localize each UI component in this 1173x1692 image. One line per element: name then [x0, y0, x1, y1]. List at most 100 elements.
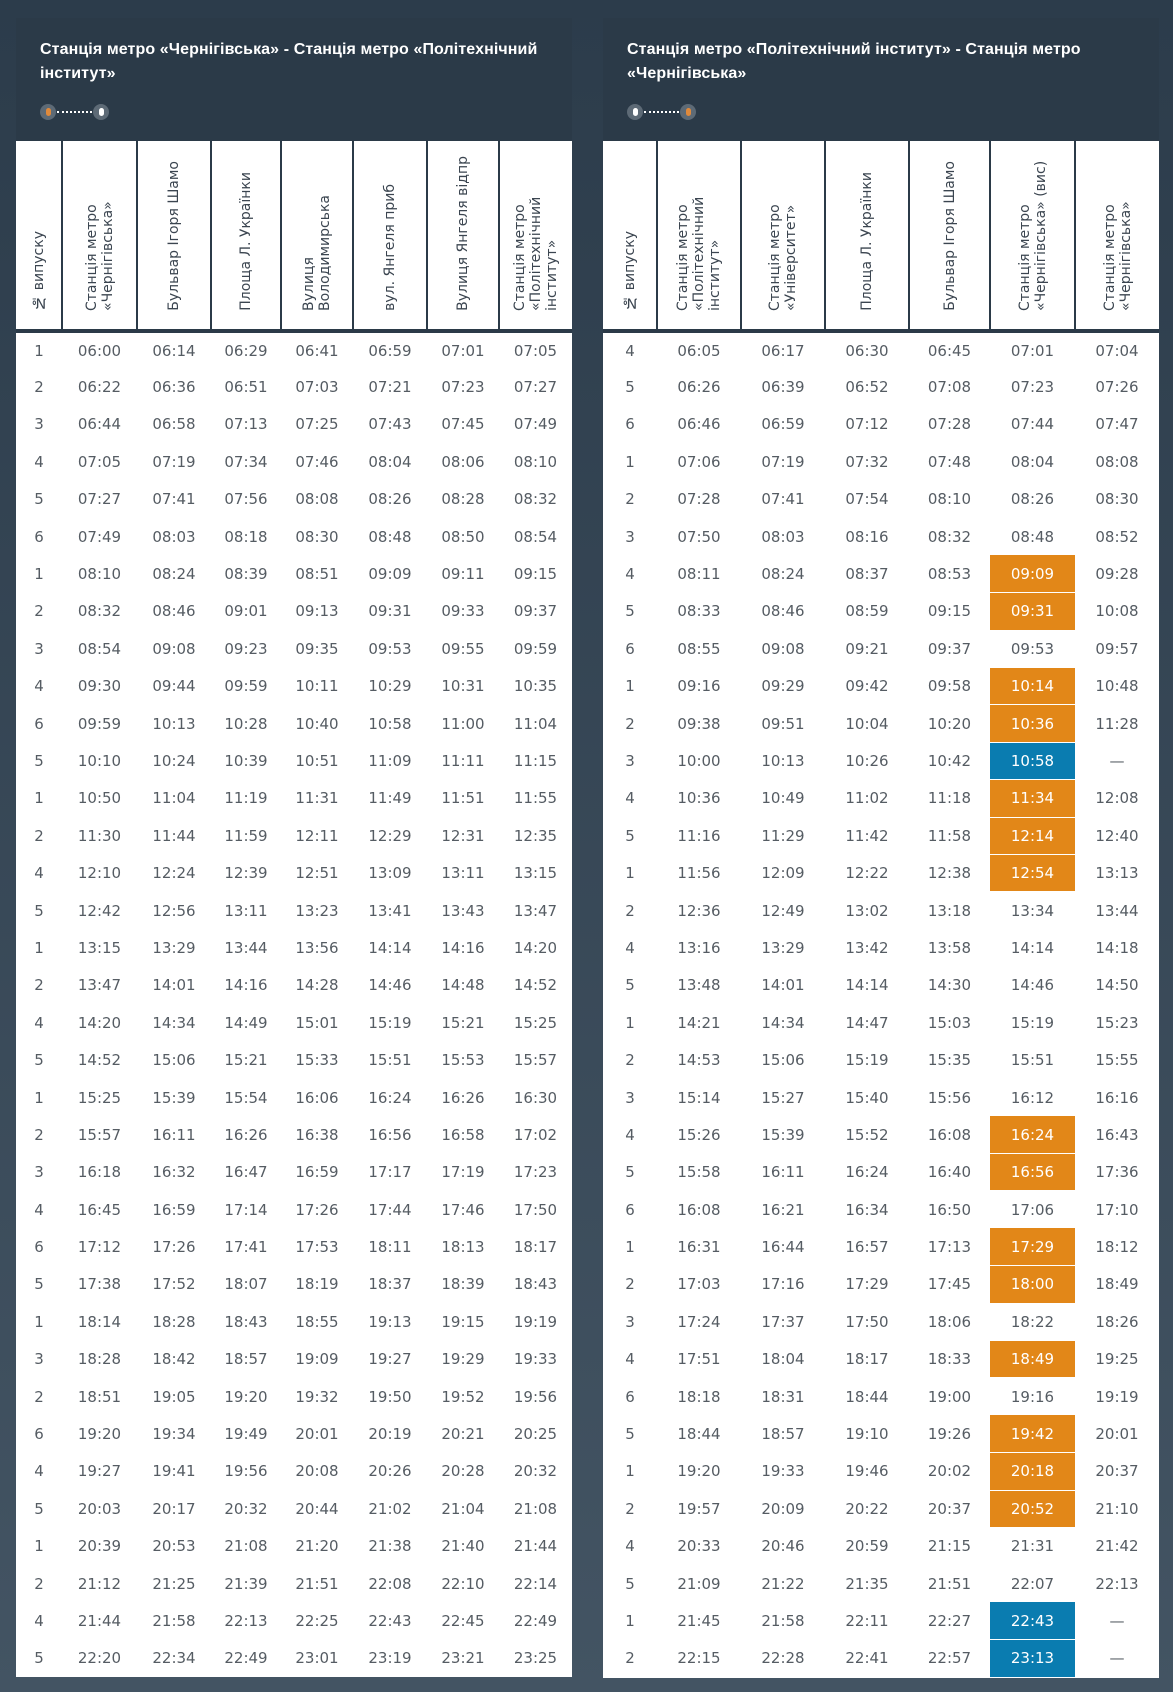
- time-cell: 23:21: [441, 1649, 485, 1668]
- column-header-label: Площа Л. Українки: [859, 172, 875, 311]
- time-cell: 21:25: [152, 1574, 196, 1593]
- time-cell: 08:26: [368, 490, 412, 509]
- time-cell: 19:33: [761, 1462, 805, 1481]
- time-cell: 15:26: [677, 1125, 721, 1144]
- time-cell: 07:04: [1095, 341, 1139, 360]
- time-cell: 16:32: [152, 1163, 196, 1182]
- time-cell: 09:01: [224, 602, 268, 621]
- release-number-cell: 5: [625, 1163, 635, 1182]
- schedule-panel-return: Станція метро «Політехнічний інститут» -…: [603, 18, 1159, 1678]
- time-cell: 06:41: [295, 341, 339, 360]
- time-cell: 09:15: [513, 565, 558, 584]
- table-row: 2 09:38 09:51 10:04 10:20 10:36 11:28: [603, 704, 1159, 743]
- time-cell: 09:37: [513, 602, 558, 621]
- time-cell: 20:25: [513, 1425, 558, 1444]
- time-cell: 21:10: [1095, 1499, 1139, 1518]
- time-cell: 14:28: [295, 976, 339, 995]
- time-cell: 20:52: [990, 1490, 1075, 1529]
- time-cell: 15:51: [368, 1051, 412, 1070]
- time-cell: 07:27: [513, 378, 558, 397]
- time-cell: 11:09: [368, 751, 412, 770]
- time-cell: 22:34: [152, 1649, 196, 1668]
- time-cell: 15:25: [513, 1013, 558, 1032]
- time-cell: 22:27: [927, 1611, 972, 1630]
- time-cell: 19:19: [513, 1312, 558, 1331]
- time-cell: 20:32: [224, 1499, 268, 1518]
- time-cell: 11:02: [845, 789, 889, 808]
- release-number-cell: 4: [625, 1125, 635, 1144]
- release-number-cell: 5: [625, 378, 635, 397]
- time-cell: 15:19: [368, 1013, 412, 1032]
- release-number-cell: 6: [34, 1238, 44, 1257]
- time-cell: 14:18: [1095, 938, 1139, 957]
- time-cell: 11:19: [224, 789, 268, 808]
- release-number-cell: 5: [34, 1051, 44, 1070]
- time-cell: 13:13: [1095, 864, 1139, 883]
- time-cell: 13:18: [927, 901, 972, 920]
- time-cell: 21:08: [224, 1537, 268, 1556]
- time-cell: 19:27: [368, 1350, 412, 1369]
- time-cell: 17:38: [77, 1275, 122, 1294]
- time-cell: 17:17: [368, 1163, 412, 1182]
- release-number-cell: 1: [625, 1462, 635, 1481]
- release-number-cell: 4: [34, 1611, 44, 1630]
- time-cell: 07:01: [441, 341, 485, 360]
- table-row: 4 08:11 08:24 08:37 08:53 09:09 09:28: [603, 555, 1159, 594]
- release-number-cell: 4: [34, 677, 44, 696]
- time-cell: 16:11: [761, 1163, 805, 1182]
- time-cell: 06:30: [845, 341, 889, 360]
- time-cell: 22:43: [368, 1611, 412, 1630]
- table-row: 1 16:31 16:44 16:57 17:13 17:29 18:12: [603, 1228, 1159, 1267]
- time-cell: 08:24: [152, 565, 196, 584]
- time-cell: 08:33: [677, 602, 721, 621]
- time-cell: 13:09: [368, 864, 412, 883]
- route-line-icon: [644, 111, 679, 113]
- release-number-cell: 1: [625, 677, 635, 696]
- time-cell: 16:59: [295, 1163, 339, 1182]
- time-cell: 11:30: [77, 826, 122, 845]
- time-cell: 08:28: [441, 490, 485, 509]
- time-cell: 16:43: [1095, 1125, 1139, 1144]
- time-cell: 07:46: [295, 452, 339, 471]
- time-cell: 12:09: [761, 864, 805, 883]
- time-cell: 12:35: [513, 826, 558, 845]
- time-cell: 12:29: [368, 826, 412, 845]
- release-number-cell: 2: [34, 378, 44, 397]
- release-number-cell: 5: [625, 1574, 635, 1593]
- table-row: 3 07:50 08:03 08:16 08:32 08:48 08:52: [603, 518, 1159, 555]
- time-cell: 22:14: [513, 1574, 558, 1593]
- time-cell: 15:39: [152, 1088, 196, 1107]
- time-cell: 08:04: [368, 452, 412, 471]
- time-cell: 08:10: [77, 565, 122, 584]
- time-cell: 17:50: [513, 1200, 558, 1219]
- time-cell: 17:23: [513, 1163, 558, 1182]
- release-number-cell: 3: [625, 751, 635, 770]
- time-cell: 09:11: [441, 565, 485, 584]
- time-cell: 18:44: [677, 1425, 721, 1444]
- time-cell: 09:31: [368, 602, 412, 621]
- table-row: 2 18:51 19:05 19:20 19:32 19:50 19:52 19:56: [16, 1378, 572, 1415]
- route-direction-icon: [627, 104, 1135, 120]
- time-cell: 22:43: [990, 1602, 1075, 1641]
- time-cell: 09:59: [224, 677, 268, 696]
- time-cell: 20:19: [368, 1425, 412, 1444]
- column-header: Вулиця Володимирська: [281, 141, 354, 333]
- time-cell: 22:13: [1095, 1574, 1139, 1593]
- table-row: 5 18:44 18:57 19:10 19:26 19:42 20:01: [603, 1415, 1159, 1454]
- time-cell: 19:05: [152, 1387, 196, 1406]
- time-cell: 22:07: [1010, 1574, 1055, 1593]
- time-cell: 13:43: [441, 901, 485, 920]
- time-cell: 20:44: [295, 1499, 339, 1518]
- route-title: Станція метро «Політехнічний інститут» -…: [627, 41, 1081, 82]
- table-row: 6 16:08 16:21 16:34 16:50 17:06 17:10: [603, 1191, 1159, 1228]
- time-cell: 18:17: [845, 1350, 889, 1369]
- time-cell: 14:01: [152, 976, 196, 995]
- time-cell: 17:46: [441, 1200, 485, 1219]
- release-number-cell: 3: [34, 1163, 44, 1182]
- time-cell: 07:03: [295, 378, 339, 397]
- time-cell: 21:02: [368, 1499, 412, 1518]
- time-cell: 21:44: [513, 1537, 558, 1556]
- release-number-cell: 4: [34, 1013, 44, 1032]
- time-cell: 14:47: [845, 1013, 889, 1032]
- time-cell: 10:04: [845, 714, 889, 733]
